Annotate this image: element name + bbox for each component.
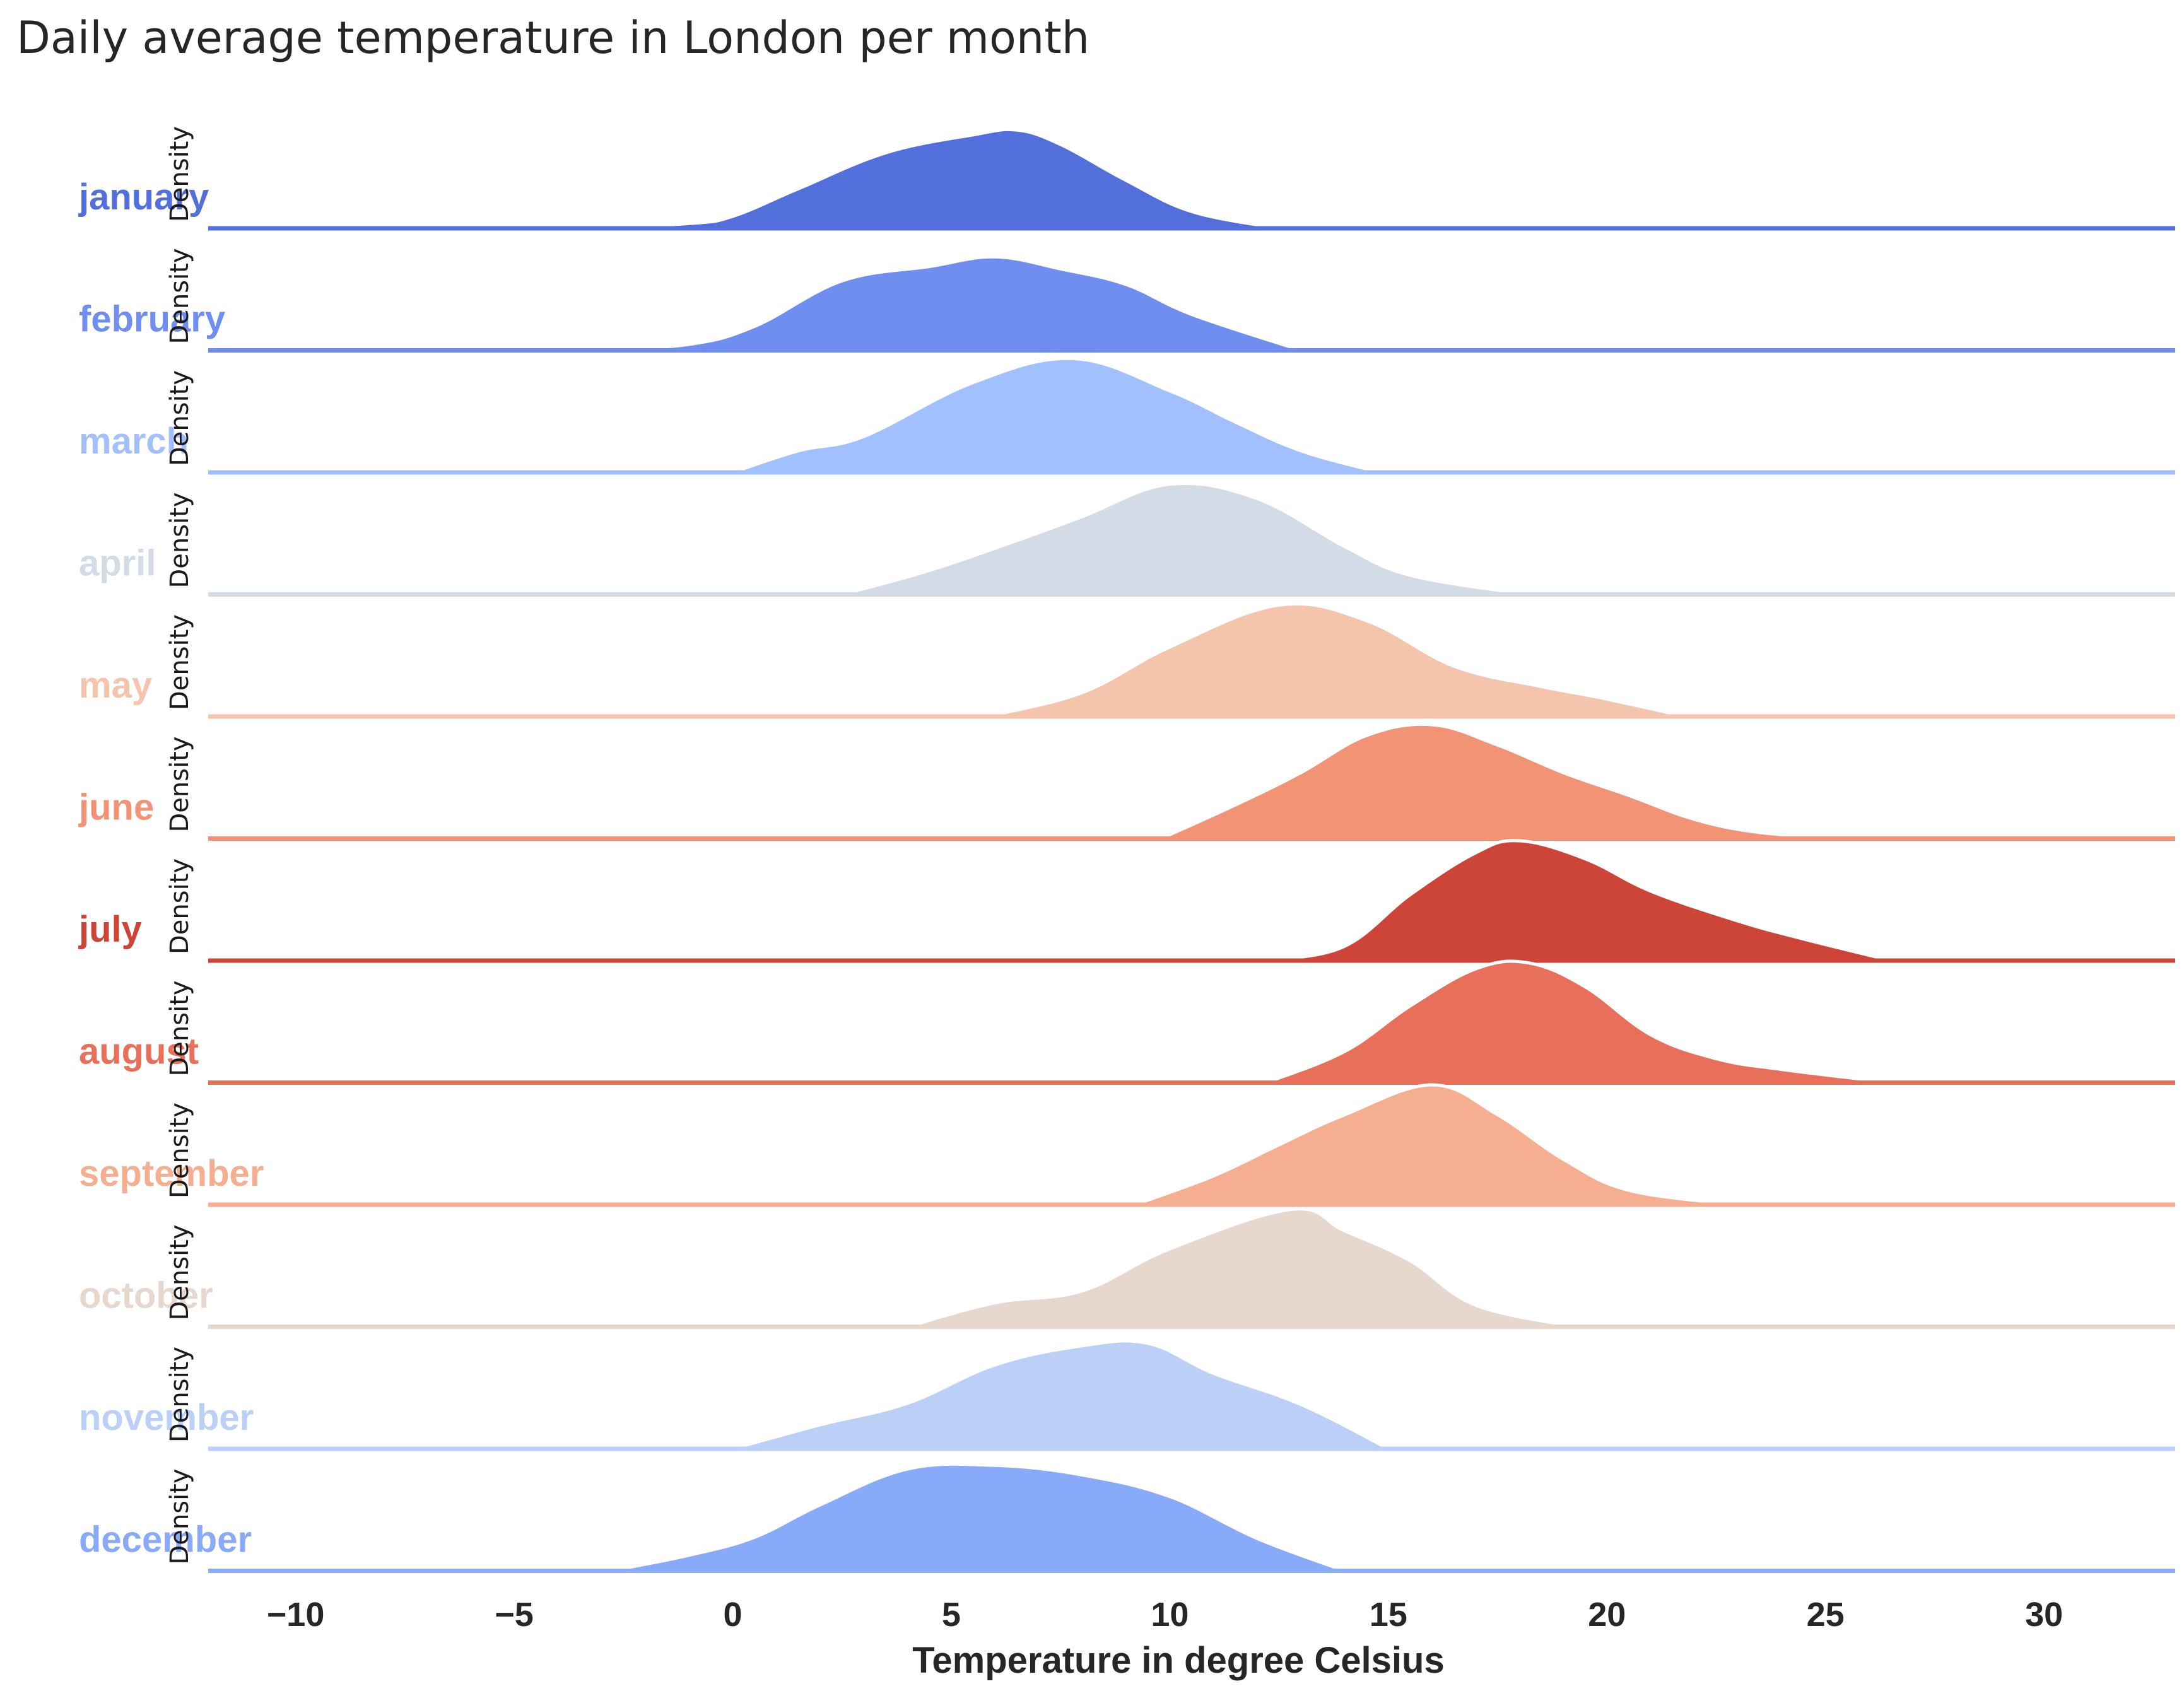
ridge-outline-july <box>1270 839 1892 963</box>
ridge-outline-may <box>985 602 1686 718</box>
ridge-outline-october <box>907 1207 1577 1328</box>
ridge-april: april Density <box>79 481 2175 597</box>
y-axis-label-october: Density <box>165 1224 194 1320</box>
ridge-fill-january <box>580 129 1279 228</box>
month-label-may: may <box>79 665 152 706</box>
ridge-fill-september <box>1134 1085 1739 1205</box>
y-axis-label-february: Density <box>165 248 194 344</box>
month-label-september: september <box>79 1153 264 1194</box>
x-tick-label: 10 <box>1151 1596 1189 1634</box>
ridge-fill-february <box>592 257 1301 351</box>
ridge-outline-february <box>592 255 1301 352</box>
month-label-july: july <box>78 909 142 950</box>
ridge-outline-september <box>1134 1083 1739 1207</box>
y-axis-label-november: Density <box>165 1347 194 1442</box>
ridge-fill-december <box>610 1464 1345 1571</box>
y-axis-label-may: Density <box>165 614 194 710</box>
x-tick-label: 15 <box>1370 1596 1407 1634</box>
month-label-february: february <box>79 299 225 340</box>
ridge-july: july Density <box>78 839 2175 963</box>
ridge-fill-october <box>907 1208 1576 1327</box>
ridge-outline-june <box>1160 722 1848 840</box>
y-axis-label-july: Density <box>165 858 194 954</box>
month-label-march: march <box>79 421 189 462</box>
ridge-may: may Density <box>79 602 2175 719</box>
y-axis-label-january: Density <box>165 126 194 222</box>
ridge-fill-march <box>732 358 1380 472</box>
x-axis: −10 −5 0 5 10 15 20 25 30 <box>267 1596 2063 1634</box>
chart-title: Daily average temperature in London per … <box>16 12 1089 64</box>
ridge-fill-may <box>986 604 1686 717</box>
month-label-january: january <box>78 177 209 218</box>
x-tick-label: 25 <box>1807 1596 1845 1634</box>
y-axis-label-december: Density <box>165 1468 194 1564</box>
ridge-fill-july <box>1270 840 1891 961</box>
y-axis-label-august: Density <box>165 980 194 1076</box>
ridge-june: june Density <box>78 722 2175 841</box>
x-tick-label: −5 <box>495 1596 534 1634</box>
y-axis-label-june: Density <box>165 736 194 832</box>
ridge-outline-january <box>579 127 1280 230</box>
ridge-outline-april <box>842 481 1529 596</box>
month-label-august: august <box>79 1031 199 1072</box>
ridges-group: januaryDensityfebruaryDensitymarchDensit… <box>78 126 2175 1573</box>
x-tick-label: 30 <box>2025 1596 2063 1634</box>
x-tick-label: −10 <box>267 1596 325 1634</box>
month-label-november: november <box>79 1397 254 1438</box>
x-tick-label: 0 <box>723 1596 742 1634</box>
x-axis-label: Temperature in degree Celsius <box>912 1640 1444 1681</box>
y-axis-label-september: Density <box>165 1103 194 1198</box>
ridge-fill-november <box>732 1340 1388 1449</box>
x-tick-label: 20 <box>1588 1596 1626 1634</box>
y-axis-label-march: Density <box>165 370 194 466</box>
month-label-december: december <box>79 1519 252 1560</box>
ridge-outline-august <box>1265 959 1891 1084</box>
month-label-june: june <box>78 787 154 828</box>
month-label-october: october <box>79 1275 213 1316</box>
month-label-april: april <box>79 543 156 584</box>
ridge-outline-december <box>610 1462 1346 1572</box>
y-axis-label-april: Density <box>165 492 194 588</box>
x-tick-label: 5 <box>942 1596 961 1634</box>
ridge-fill-june <box>1161 724 1848 839</box>
ridge-outline-march <box>732 356 1380 474</box>
ridge-fill-april <box>842 483 1529 595</box>
ridge-outline-november <box>732 1339 1389 1451</box>
ridge-fill-august <box>1265 961 1891 1083</box>
